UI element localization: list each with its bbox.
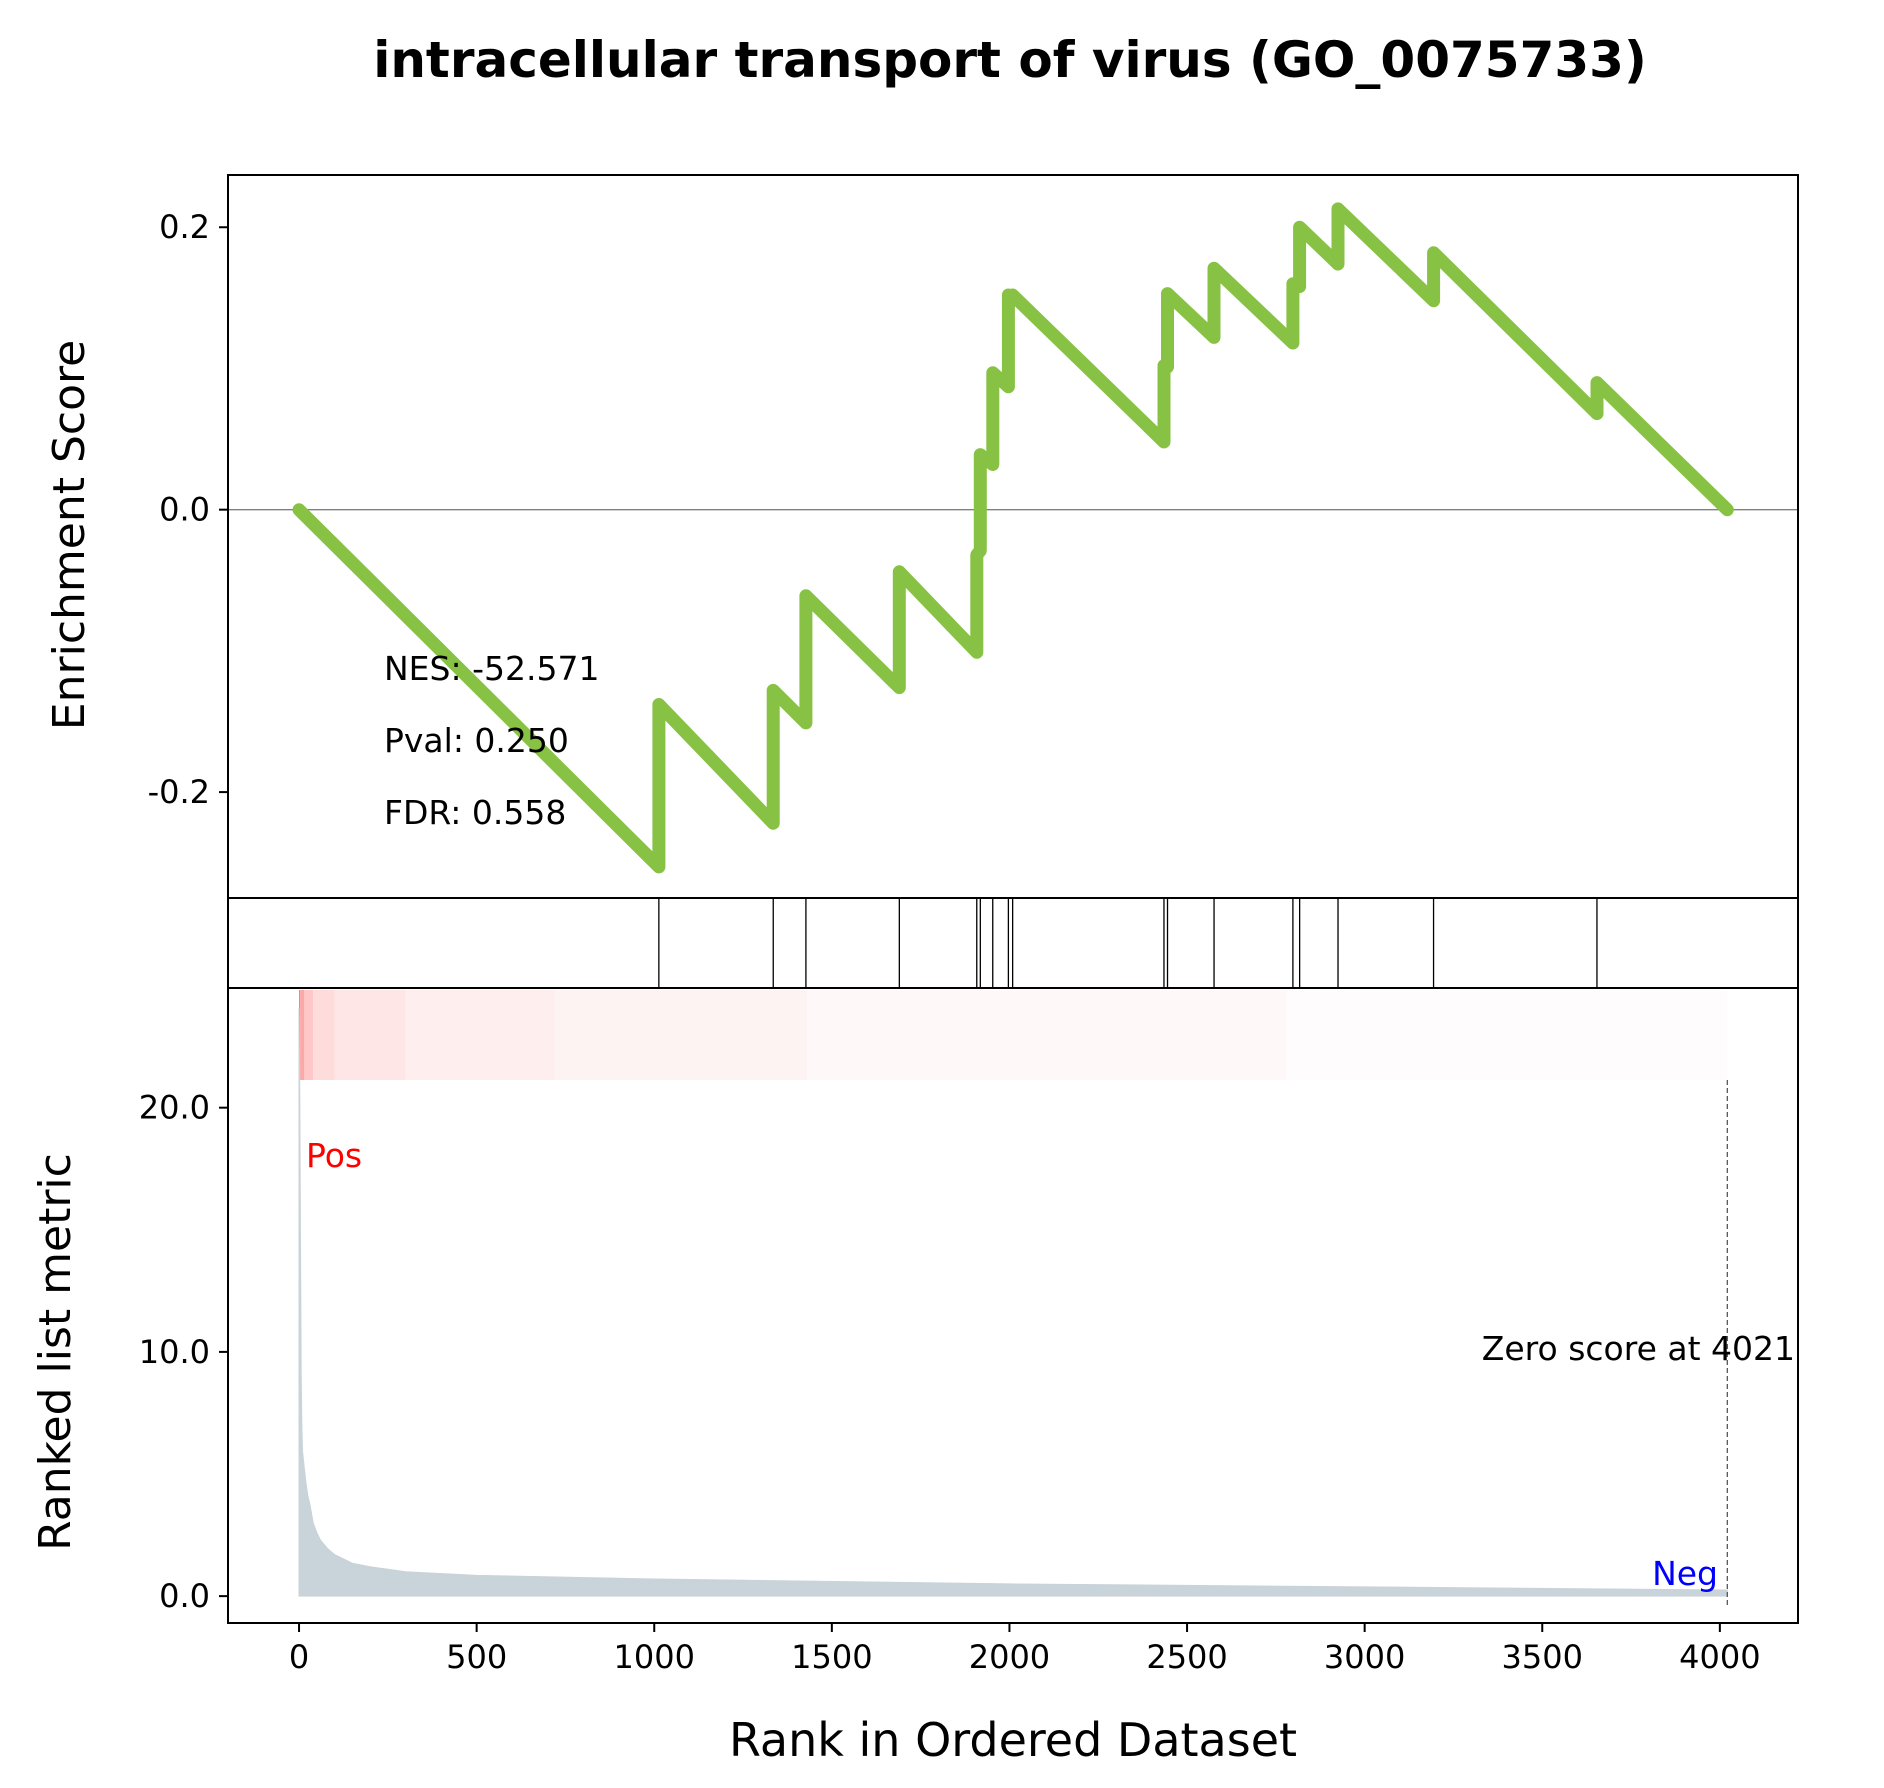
enrichment-score-line xyxy=(292,202,1734,874)
heat-band-segment xyxy=(405,990,555,1080)
heat-band-segment xyxy=(334,990,406,1080)
nes-annotation: NES: -52.571 xyxy=(384,649,599,688)
x-tick-label: 1000 xyxy=(614,1638,695,1676)
x-tick-label: 3500 xyxy=(1502,1638,1583,1676)
hit-markers xyxy=(658,898,1598,988)
ranked-metric-area xyxy=(298,1007,1728,1597)
heat-band-segment xyxy=(1286,990,1728,1080)
heat-band-segment xyxy=(554,990,807,1080)
x-tick-label: 2000 xyxy=(969,1638,1050,1676)
heat-band xyxy=(299,990,1728,1080)
y-tick-label: 20.0 xyxy=(139,1089,210,1127)
hits-panel xyxy=(227,897,1799,989)
x-tick-label: 0 xyxy=(289,1638,309,1676)
x-tick-label: 500 xyxy=(446,1638,507,1676)
x-axis-ticks: 0 500 1000 1500 2000 2500 3000 3500 4000 xyxy=(289,1623,1761,1676)
heat-band-segment xyxy=(313,990,335,1080)
heat-band-segment xyxy=(806,990,1287,1080)
y-tick-label: 10.0 xyxy=(139,1333,210,1371)
x-tick-label: 3000 xyxy=(1324,1638,1405,1676)
x-tick-label: 1500 xyxy=(791,1638,872,1676)
x-axis-label: Rank in Ordered Dataset xyxy=(729,1713,1297,1767)
y-tick-label: -0.2 xyxy=(148,773,210,811)
x-tick-label: 2500 xyxy=(1146,1638,1227,1676)
x-tick-label: 4000 xyxy=(1679,1638,1760,1676)
metric-y-ticks: 0.0 10.0 20.0 xyxy=(139,1089,228,1615)
pos-label: Pos xyxy=(306,1136,362,1175)
zero-score-label: Zero score at 4021 xyxy=(1482,1329,1795,1368)
metric-y-label: Ranked list metric xyxy=(30,1153,81,1551)
metric-panel: Zero score at 4021 Pos Neg 0.0 10.0 20.0 R… xyxy=(30,987,1799,1624)
enrichment-panel: 0.2 0.0 -0.2 NES: -52.571 Pval: 0.250 FDR:… xyxy=(44,174,1799,899)
metric-panel-frame xyxy=(227,987,1799,1624)
y-tick-label: 0.0 xyxy=(159,491,210,529)
enrichment-y-ticks: 0.2 0.0 -0.2 xyxy=(148,208,228,811)
neg-label: Neg xyxy=(1652,1554,1718,1593)
enrichment-y-label: Enrichment Score xyxy=(44,340,95,730)
fdr-annotation: FDR: 0.558 xyxy=(384,793,566,832)
chart-title: intracellular transport of virus (GO_007… xyxy=(373,31,1647,89)
enrichment-panel-frame xyxy=(227,174,1799,899)
heat-band-segment xyxy=(300,990,305,1080)
y-tick-label: 0.0 xyxy=(159,1577,210,1615)
pval-annotation: Pval: 0.250 xyxy=(384,721,569,760)
y-tick-label: 0.2 xyxy=(159,208,210,246)
heat-band-segment xyxy=(304,990,314,1080)
